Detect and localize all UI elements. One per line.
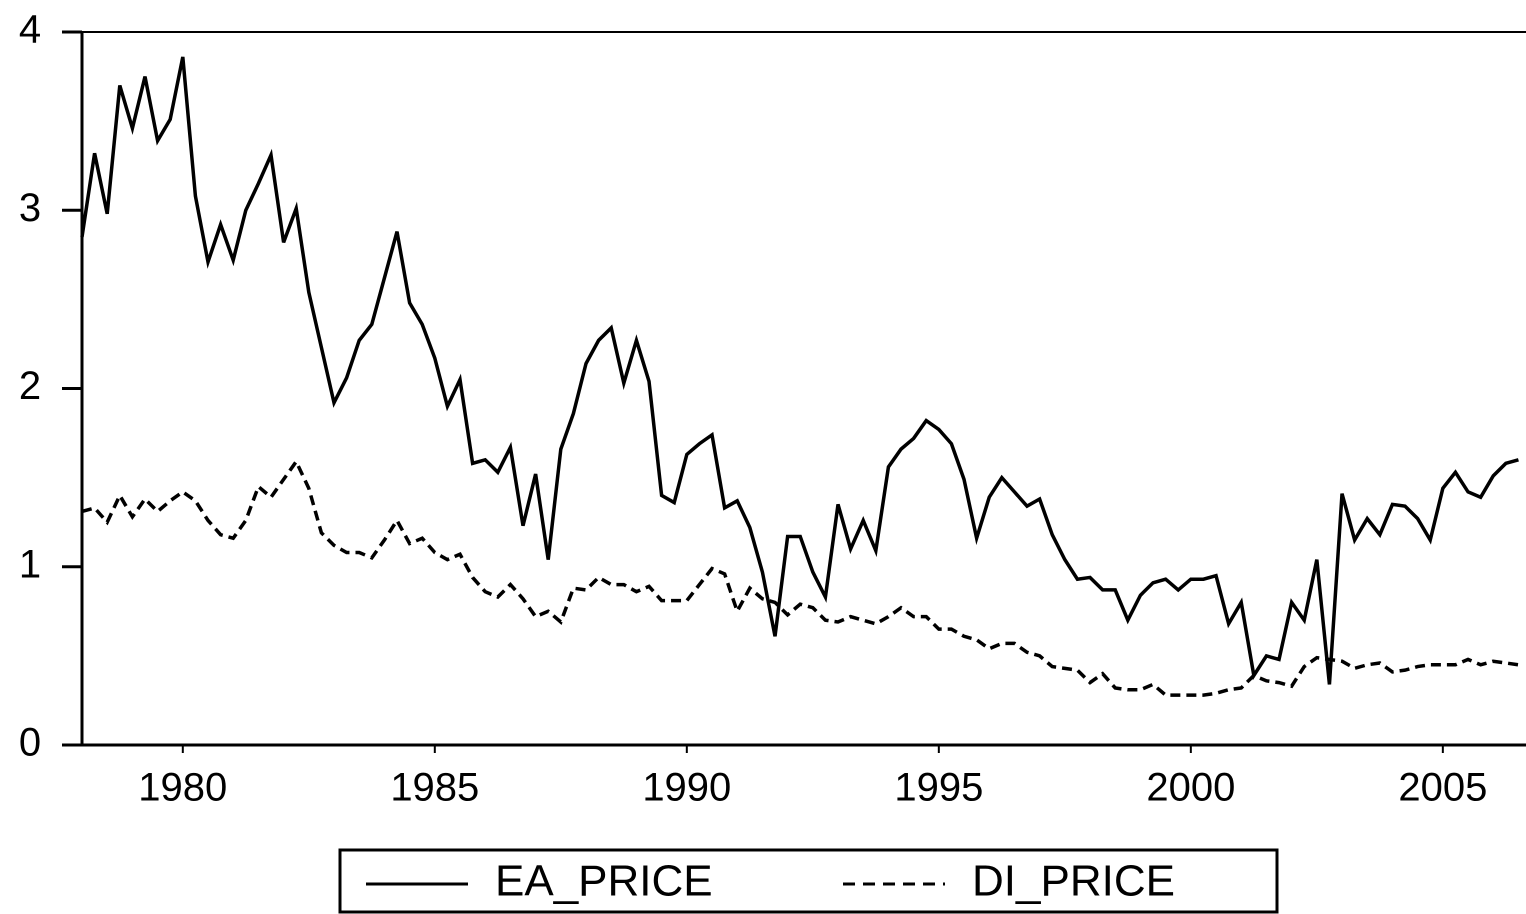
x-tick-label: 2005 bbox=[1398, 766, 1487, 810]
y-tick-label: 2 bbox=[19, 364, 41, 408]
x-tick-label: 1995 bbox=[894, 766, 983, 810]
legend-label: DI_PRICE bbox=[972, 857, 1175, 906]
series-line bbox=[80, 56, 1519, 685]
x-tick-label: 2000 bbox=[1146, 766, 1235, 810]
legend-label: EA_PRICE bbox=[495, 857, 713, 906]
y-tick-label: 0 bbox=[19, 721, 41, 765]
y-tick-label: 4 bbox=[19, 8, 41, 52]
series-line bbox=[81, 458, 1519, 697]
x-tick-label: 1990 bbox=[642, 766, 731, 810]
x-tick-label: 1980 bbox=[138, 766, 227, 810]
x-tick-label: 1985 bbox=[390, 766, 479, 810]
y-tick-label: 1 bbox=[19, 542, 41, 586]
y-tick-label: 3 bbox=[19, 186, 41, 230]
legend-box bbox=[338, 848, 1279, 914]
